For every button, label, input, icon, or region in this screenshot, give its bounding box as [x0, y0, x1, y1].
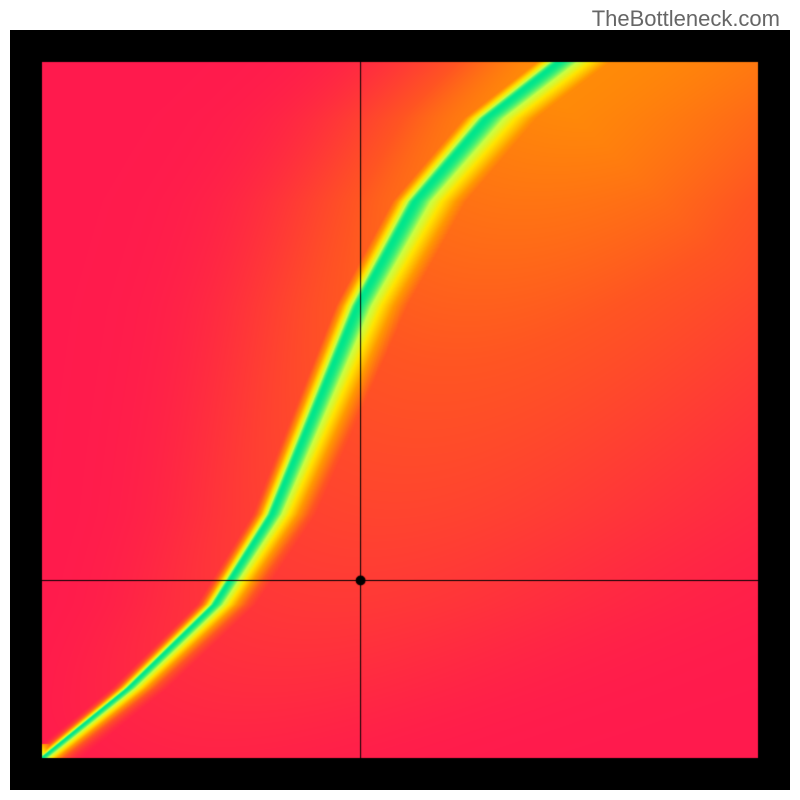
bottleneck-heatmap	[10, 30, 790, 790]
watermark-text: TheBottleneck.com	[592, 6, 780, 32]
